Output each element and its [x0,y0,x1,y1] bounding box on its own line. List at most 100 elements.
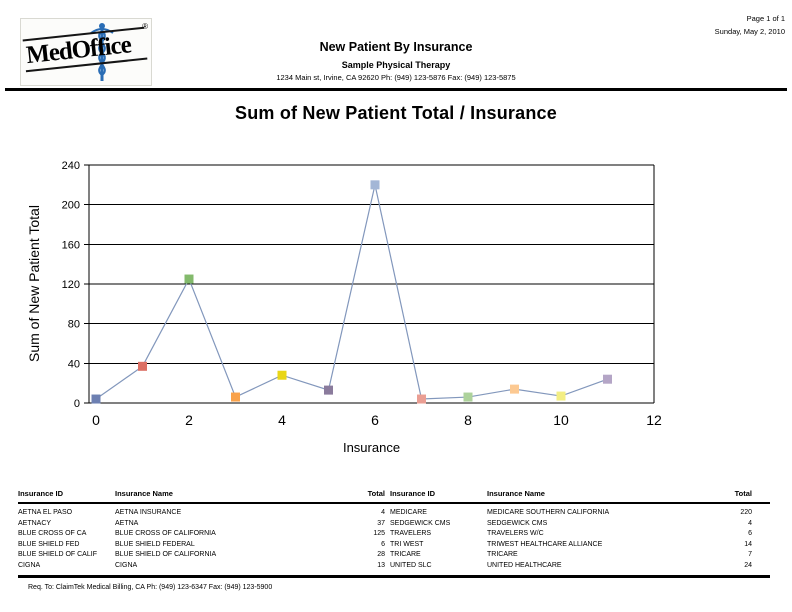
report-footer: Req. To: ClaimTek Medical Billing, CA Ph… [28,584,273,591]
insurance-summary-tables: Insurance ID Insurance Name Total Insura… [18,489,770,581]
insurance-name-cell: TRAVELERS W/C [487,530,544,537]
y-tick-label: 200 [62,200,80,212]
chart-title: Sum of New Patient Total / Insurance [235,103,557,123]
data-point-marker [91,394,101,404]
total-cell: 24 [744,561,752,569]
total-cell: 6 [381,540,385,548]
data-point-marker [370,180,380,190]
y-tick-label: 240 [62,160,80,172]
insurance-name-cell: CIGNA [115,561,138,569]
insurance-name-cell: SEDGEWICK CMS [487,519,548,527]
total-cell: 7 [748,551,752,558]
report-header: New Patient By Insurance Sample Physical… [0,40,792,82]
insurance-id-cell: TRI WEST [390,540,424,548]
insurance-name-cell: BLUE CROSS OF CALIFORNIA [115,530,216,537]
insurance-name-cell: MEDICARE SOUTHERN CALIFORNIA [487,509,610,516]
total-cell: 220 [740,509,752,516]
table-row: CIGNA CIGNA 13 [18,561,385,572]
col-header-insurance-name: Insurance Name [487,489,545,498]
data-point-marker [556,391,566,401]
total-cell: 4 [748,519,752,527]
insurance-id-cell: BLUE SHIELD OF CALIF [18,551,97,558]
x-tick-label: 0 [92,412,100,428]
x-tick-label: 2 [185,412,193,428]
chart-canvas: 0 40 80 120 160 200 240 0 2 4 6 8 10 12 [62,160,662,428]
table-header-rule [18,502,770,504]
table-row: BLUE CROSS OF CA BLUE CROSS OF CALIFORNIA… [18,529,385,540]
table-row: BLUE SHIELD OF CALIF BLUE SHIELD OF CALIF… [18,550,385,561]
insurance-name-cell: TRIWEST HEALTHCARE ALLIANCE [487,540,603,548]
insurance-id-cell: SEDGEWICK CMS [390,519,451,527]
series-line [95,184,608,400]
total-cell: 28 [377,551,385,558]
report-title: New Patient By Insurance [319,40,473,54]
table-row: AETNA EL PASO AETNA INSURANCE 4 [18,508,385,519]
data-point-marker [184,274,194,284]
page-number: Page 1 of 1 [746,14,785,23]
line-chart: 0 40 80 120 160 200 240 0 2 4 6 8 10 12 [39,155,699,455]
table-body-left: AETNA EL PASO AETNA INSURANCE 4 AETNACY AETN… [18,508,385,571]
x-tick-label: 8 [464,412,472,428]
data-point-marker [324,385,333,395]
data-point-marker [463,392,473,402]
data-point-marker [231,392,240,402]
insurance-id-cell: TRAVELERS [390,530,432,537]
y-tick-label: 120 [62,279,80,291]
medoffice-logo: MedOffice ® [20,18,152,86]
data-point-marker [277,370,287,380]
y-tick-label: 160 [62,239,80,251]
x-axis-label: Insurance [342,440,401,455]
header-divider [5,88,787,91]
total-cell: 125 [373,530,385,537]
y-tick-label: 0 [74,398,80,410]
col-header-insurance-name: Insurance Name [115,489,173,498]
col-header-total: Total [734,489,752,498]
table-row: UNITED SLC UNITED HEALTHCARE 24 [390,561,752,572]
table-bottom-rule [18,575,770,578]
data-point-marker [510,384,519,394]
data-point-marker [603,374,612,384]
insurance-name-cell: UNITED HEALTHCARE [487,561,562,569]
table-row: TRI WEST TRIWEST HEALTHCARE ALLIANCE 14 [390,540,752,551]
total-cell: 37 [377,519,385,527]
total-cell: 4 [381,509,385,516]
total-cell: 13 [377,561,385,569]
table-header-right: Insurance ID Insurance Name Total [390,489,752,501]
insurance-name-cell: TRICARE [487,551,518,558]
col-header-total: Total [367,489,385,498]
insurance-id-cell: BLUE SHIELD FED [18,540,80,548]
insurance-id-cell: BLUE CROSS OF CA [18,530,87,537]
report-date: Sunday, May 2, 2010 [714,27,785,36]
x-tick-label: 6 [371,412,379,428]
data-point-marker [417,394,426,404]
insurance-id-cell: AETNA EL PASO [18,509,73,516]
col-header-insurance-id: Insurance ID [390,489,436,498]
x-tick-label: 10 [553,412,569,428]
insurance-name-cell: BLUE SHIELD FEDERAL [115,540,195,548]
table-body-right: MEDICARE MEDICARE SOUTHERN CALIFORNIA 220 S… [390,508,752,571]
x-tick-label: 12 [646,412,662,428]
table-header-left: Insurance ID Insurance Name Total [18,489,385,501]
insurance-name-cell: AETNA INSURANCE [115,509,182,516]
practice-name: Sample Physical Therapy [341,60,451,70]
insurance-name-cell: AETNA [115,519,139,527]
insurance-id-cell: CIGNA [18,561,41,569]
insurance-id-cell: TRICARE [390,551,421,558]
table-row: MEDICARE MEDICARE SOUTHERN CALIFORNIA 220 [390,508,752,519]
col-header-insurance-id: Insurance ID [18,489,64,498]
practice-address: 1234 Main st, Irvine, CA 92620 Ph: (949)… [276,73,516,82]
x-tick-label: 4 [278,412,286,428]
total-cell: 6 [748,530,752,537]
y-tick-label: 80 [68,319,80,331]
table-row: BLUE SHIELD FED BLUE SHIELD FEDERAL 6 [18,540,385,551]
table-row: TRICARE TRICARE 7 [390,550,752,561]
page-info: Page 1 of 1 Sunday, May 2, 2010 [715,12,785,38]
insurance-name-cell: BLUE SHIELD OF CALIFORNIA [115,551,217,558]
table-row: SEDGEWICK CMS SEDGEWICK CMS 4 [390,519,752,530]
insurance-id-cell: UNITED SLC [390,561,432,569]
total-cell: 14 [744,540,752,548]
data-point-marker [138,361,147,371]
registered-trademark: ® [142,22,148,31]
insurance-id-cell: AETNACY [18,519,52,527]
